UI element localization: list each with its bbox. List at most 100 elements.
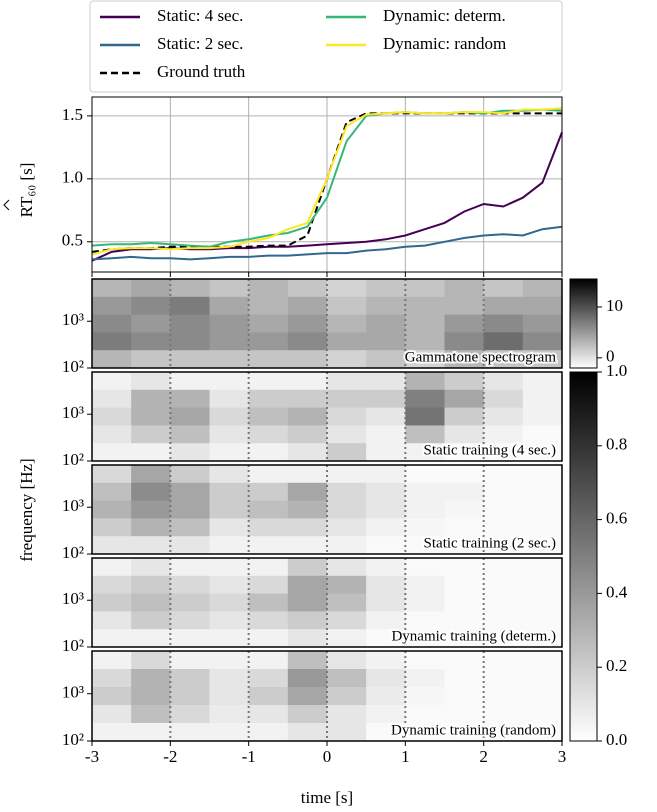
heatmap-cell [522,425,563,444]
heatmap-cell [287,536,328,555]
heatmap-cell [248,482,289,502]
heatmap-cell [209,407,250,426]
series-line [91,131,563,262]
colorbar-tick-label: 0.0 [606,730,627,749]
y-tick-label: 10³ [62,403,84,422]
heatmap-cell [131,350,171,369]
heatmap-cell [366,518,406,537]
heatmap-cell [248,536,289,555]
heatmap-cell [444,593,485,612]
heatmap-cell [248,425,289,444]
heatmap-cell [483,723,524,742]
heatmap-cell [209,425,250,444]
heatmap-cell [287,575,328,595]
heatmap-cell [366,651,406,670]
colorbar-tick-label: 0.8 [606,435,627,454]
heatmap-cell [131,482,171,502]
heatmap-cell [444,296,485,316]
heatmap-cell [444,611,485,630]
heatmap-cell [209,279,250,298]
heatmap-cell [327,518,367,537]
heatmap-cell [209,518,250,537]
heatmap-cell [483,389,524,409]
legend-box [89,0,563,93]
heatmap-cell [92,687,132,706]
heatmap-cell [209,593,250,612]
heatmap-cell [327,296,367,316]
heatmap-cell [405,705,445,724]
heatmap-cell [444,629,485,648]
heatmap-cell [366,536,406,555]
heatmap-cell [366,500,406,519]
heatmap-cell [483,629,524,648]
heatmap-cell [287,279,328,298]
heatmap-cell [483,651,524,670]
x-tick-label: 1 [401,747,410,766]
heatmap-cell [366,705,406,724]
heatmap-cell [92,389,132,409]
y-tick-label: 1.5 [62,105,83,124]
heatmap-cell [405,465,445,484]
axes-frame [91,96,563,273]
heatmap-cell [405,575,445,595]
heatmap-cell [522,558,563,577]
heatmap-cell [405,443,445,462]
heatmap-cell [522,443,563,462]
y-tick-label: 10² [62,543,84,562]
y-tick-label: 10² [62,450,84,469]
heatmap-cell [92,629,132,648]
heatmap-cell [287,687,328,706]
heatmap-cell [405,350,445,369]
heatmap-cell [248,518,289,537]
heatmap-cell [209,629,250,648]
heatmap-cell [248,350,289,369]
y-tick-label: 10² [62,636,84,655]
axes-frame [91,557,563,648]
heatmap-cell [287,669,328,688]
heatmap-cell [248,705,289,724]
heatmap-cell [405,723,445,742]
heatmap-cell [405,629,445,648]
heatmap-cell [131,296,171,316]
heatmap-cell [483,536,524,555]
panel-annotation: Gammatone spectrogram [405,349,557,365]
heatmap-cell [522,723,563,742]
heatmap-cell [366,425,406,444]
heatmap-cell [444,500,485,519]
heatmap-cell [483,611,524,630]
heatmap-cell [248,723,289,742]
heatmap-cell [131,705,171,724]
heatmap-cell [287,314,328,333]
heatmap-cell [483,482,524,502]
heatmap-cell [248,465,289,484]
heatmap-cell [522,279,563,298]
heatmap-cell [287,611,328,630]
heatmap-cell [92,350,132,369]
heatmap-cell [170,705,210,724]
heatmap-cell [92,482,132,502]
series-line [91,108,563,248]
heatmap-cell [209,350,250,369]
heatmap-cell [170,372,210,391]
heatmap-cell [405,389,445,409]
x-tick-label: -3 [85,747,99,766]
heatmap-cell [131,500,171,519]
heatmap-cell [444,687,485,706]
heatmap-cell [444,482,485,502]
heatmap-cell [522,629,563,648]
heatmap-cell [248,575,289,595]
heatmap-cell [209,575,250,595]
heatmap-cell [131,687,171,706]
heatmap-cell [248,500,289,519]
heatmap-cell [444,350,485,369]
heatmap-cell [522,296,563,316]
colorbar-tick-label: 0.4 [606,582,628,601]
panel-annotation: Dynamic training (determ.) [391,628,556,644]
heatmap-cell [366,629,406,648]
heatmap-cell [170,314,210,333]
heatmap-cell [483,279,524,298]
heatmap-cell [92,332,132,351]
heatmap-cell [522,407,563,426]
heatmap-cell [92,279,132,298]
heatmap-cell [366,575,406,595]
